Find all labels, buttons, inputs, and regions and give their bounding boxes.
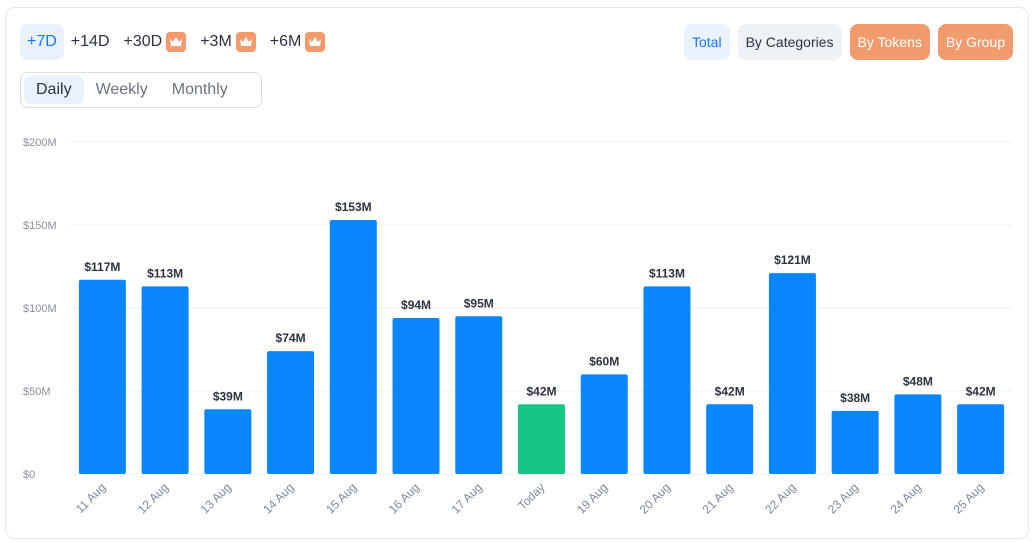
- range-button-30d[interactable]: +30D: [117, 24, 194, 60]
- x-tick-label: 21 Aug: [699, 480, 735, 516]
- bar[interactable]: [141, 286, 189, 474]
- bar[interactable]: [831, 410, 879, 474]
- bar[interactable]: [957, 404, 1005, 474]
- data-label: $48M: [903, 374, 933, 388]
- bar[interactable]: [518, 404, 565, 474]
- range-label: +3M: [200, 33, 232, 50]
- data-label: $38M: [840, 391, 870, 405]
- bar[interactable]: [706, 404, 754, 474]
- data-label: $94M: [401, 298, 431, 312]
- x-tick-label: 17 Aug: [449, 480, 485, 516]
- data-label: $121M: [774, 253, 811, 267]
- x-tick-label: 22 Aug: [762, 480, 798, 516]
- bar[interactable]: [392, 317, 440, 474]
- y-tick-label: $100M: [23, 303, 57, 315]
- crown-icon: [235, 32, 256, 52]
- period-button-daily[interactable]: Daily: [24, 76, 84, 104]
- view-button-by-categories[interactable]: By Categories: [737, 24, 842, 60]
- view-button-by-tokens[interactable]: By Tokens: [849, 24, 930, 60]
- data-label: $74M: [276, 331, 306, 345]
- range-button-6m[interactable]: +6M: [263, 24, 333, 60]
- y-tick-label: $150M: [23, 220, 57, 232]
- x-tick-label: 24 Aug: [888, 480, 924, 516]
- view-button-total[interactable]: Total: [684, 24, 730, 60]
- time-range-selector: +7D +14D +30D +3M +6M: [20, 24, 332, 60]
- bar[interactable]: [455, 316, 503, 474]
- bar[interactable]: [894, 394, 942, 474]
- period-selector: Daily Weekly Monthly: [20, 72, 262, 108]
- bar[interactable]: [78, 279, 126, 474]
- view-label: By Categories: [745, 34, 834, 50]
- range-label: +6M: [269, 33, 302, 50]
- bar[interactable]: [329, 220, 377, 474]
- x-tick-label: 13 Aug: [198, 480, 234, 516]
- period-label: Daily: [36, 81, 72, 98]
- data-label: $95M: [464, 296, 494, 310]
- x-tick-label: Today: [515, 480, 548, 513]
- x-tick-label: 14 Aug: [260, 480, 296, 516]
- range-label: +7D: [27, 33, 57, 50]
- range-button-7d[interactable]: +7D: [20, 24, 64, 60]
- period-label: Weekly: [95, 81, 148, 98]
- crown-icon: [305, 32, 326, 52]
- view-mode-selector: Total By Categories By Tokens By Group: [684, 24, 1013, 60]
- y-tick-label: $0: [23, 469, 35, 481]
- range-button-3m[interactable]: +3M: [193, 24, 263, 60]
- data-label: $39M: [213, 389, 243, 403]
- period-button-weekly[interactable]: Weekly: [84, 76, 160, 104]
- period-label: Monthly: [171, 81, 228, 98]
- x-tick-label: 23 Aug: [825, 480, 861, 516]
- data-label: $117M: [84, 260, 120, 274]
- data-label: $153M: [335, 200, 372, 214]
- x-tick-label: 16 Aug: [386, 480, 422, 516]
- x-tick-label: 11 Aug: [73, 480, 109, 516]
- data-label: $42M: [526, 384, 556, 398]
- bar[interactable]: [643, 286, 691, 474]
- x-tick-label: 25 Aug: [950, 480, 986, 516]
- range-button-14d[interactable]: +14D: [64, 24, 117, 60]
- y-tick-label: $50M: [23, 386, 51, 398]
- data-label: $42M: [715, 384, 745, 398]
- view-button-by-group[interactable]: By Group: [937, 24, 1013, 60]
- crown-icon: [166, 32, 187, 52]
- x-tick-label: 20 Aug: [637, 480, 673, 516]
- y-tick-label: $200M: [23, 137, 57, 149]
- bar[interactable]: [267, 351, 315, 474]
- bar[interactable]: [580, 374, 628, 474]
- view-label: By Tokens: [857, 34, 922, 50]
- bar[interactable]: [768, 273, 816, 474]
- period-button-monthly[interactable]: Monthly: [160, 76, 240, 104]
- x-tick-label: 15 Aug: [323, 480, 359, 516]
- x-tick-label: 12 Aug: [135, 480, 171, 516]
- data-label: $113M: [147, 266, 183, 280]
- bar[interactable]: [204, 409, 252, 474]
- view-label: By Group: [945, 34, 1005, 50]
- data-label: $60M: [589, 354, 619, 368]
- data-label: $113M: [649, 266, 685, 280]
- range-label: +30D: [123, 33, 163, 50]
- view-label: Total: [692, 34, 722, 50]
- x-tick-label: 19 Aug: [574, 480, 610, 516]
- data-label: $42M: [966, 384, 996, 398]
- range-label: +14D: [70, 33, 110, 50]
